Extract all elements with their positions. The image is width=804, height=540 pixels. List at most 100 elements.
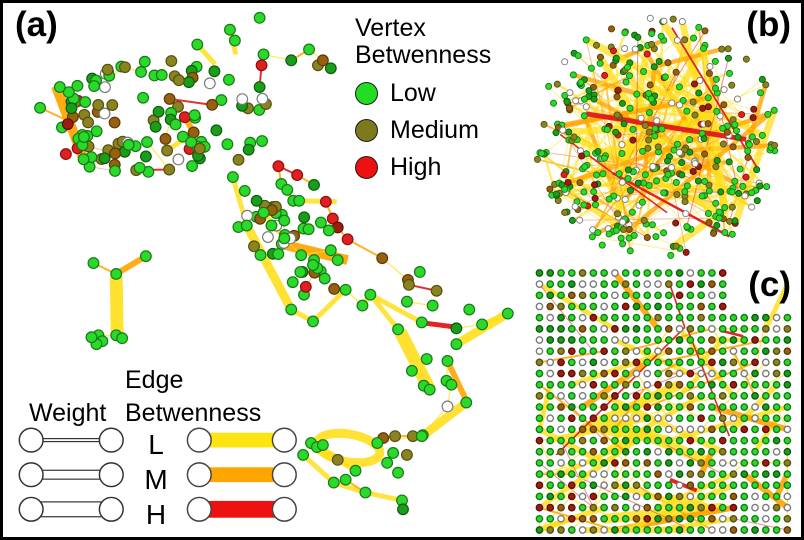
network-node bbox=[654, 324, 662, 333]
network-node bbox=[240, 219, 253, 232]
network-node bbox=[708, 425, 716, 434]
network-node bbox=[546, 313, 555, 322]
network-node bbox=[761, 526, 770, 534]
network-node bbox=[749, 114, 757, 122]
network-node bbox=[592, 41, 601, 49]
network-node bbox=[740, 459, 749, 467]
network-node bbox=[621, 313, 630, 322]
network-edge bbox=[612, 271, 661, 331]
edge-weight-legend-glyphs bbox=[18, 427, 297, 522]
network-node bbox=[546, 336, 555, 344]
network-node bbox=[605, 195, 613, 203]
network-node bbox=[567, 503, 576, 512]
network-node bbox=[701, 177, 709, 185]
network-node bbox=[600, 481, 608, 490]
network-node bbox=[303, 43, 315, 56]
network-node bbox=[600, 470, 608, 478]
network-node bbox=[697, 447, 705, 456]
network-node bbox=[739, 182, 747, 190]
network-node bbox=[729, 447, 738, 456]
network-node bbox=[255, 59, 268, 72]
network-node bbox=[155, 69, 168, 81]
network-node bbox=[697, 414, 705, 423]
network-node bbox=[761, 436, 770, 445]
network-node bbox=[686, 136, 694, 144]
network-node bbox=[578, 347, 587, 356]
edge-betweenness-endpoint-icon bbox=[186, 427, 212, 453]
network-node bbox=[535, 414, 544, 423]
network-node bbox=[632, 324, 641, 333]
network-node bbox=[753, 166, 761, 174]
network-node bbox=[772, 403, 781, 411]
network-node bbox=[715, 214, 723, 222]
network-node bbox=[729, 324, 738, 333]
network-node bbox=[647, 95, 655, 103]
network-node bbox=[664, 369, 673, 378]
network-node bbox=[261, 231, 274, 243]
network-node bbox=[278, 214, 291, 227]
network-node bbox=[654, 514, 662, 523]
network-node bbox=[611, 336, 619, 344]
network-node bbox=[725, 158, 733, 166]
network-node bbox=[729, 392, 738, 400]
network-node bbox=[265, 219, 278, 232]
network-node bbox=[664, 526, 673, 534]
network-node bbox=[654, 313, 662, 322]
network-node bbox=[736, 165, 744, 173]
edge-legend-label-H: H bbox=[145, 499, 167, 530]
network-node bbox=[565, 104, 573, 112]
network-node bbox=[557, 392, 565, 400]
network-node bbox=[705, 187, 713, 195]
network-node bbox=[643, 280, 652, 288]
network-node bbox=[672, 242, 680, 250]
network-node bbox=[643, 447, 652, 456]
network-node bbox=[644, 144, 652, 152]
network-edge bbox=[444, 359, 469, 402]
network-node bbox=[751, 336, 759, 344]
network-node bbox=[783, 336, 792, 344]
network-node bbox=[109, 164, 121, 177]
network-node bbox=[206, 98, 219, 111]
network-node bbox=[751, 347, 759, 356]
network-node bbox=[413, 266, 426, 278]
network-node bbox=[578, 436, 587, 445]
network-node bbox=[621, 380, 630, 389]
network-node bbox=[772, 324, 781, 333]
network-node bbox=[594, 147, 602, 155]
network-node bbox=[359, 486, 372, 499]
network-node bbox=[441, 400, 454, 413]
network-edge bbox=[635, 373, 670, 419]
network-node bbox=[580, 201, 588, 209]
network-node bbox=[611, 526, 619, 534]
network-node bbox=[740, 414, 749, 423]
network-node bbox=[626, 186, 634, 194]
weight-endpoint-icon bbox=[98, 427, 124, 453]
network-node bbox=[460, 396, 473, 409]
network-edge bbox=[635, 37, 639, 171]
network-node bbox=[641, 121, 649, 129]
network-node bbox=[643, 302, 652, 311]
network-node bbox=[681, 198, 689, 206]
network-node bbox=[371, 437, 384, 449]
network-node bbox=[655, 57, 663, 65]
network-node bbox=[77, 131, 90, 143]
network-node bbox=[578, 447, 587, 456]
edge-betweenness-endpoint-icon bbox=[271, 427, 297, 453]
network-node bbox=[578, 358, 587, 367]
network-node bbox=[653, 177, 661, 185]
network-edge bbox=[242, 223, 296, 312]
network-node bbox=[110, 268, 123, 280]
vertex-low-label: Low bbox=[390, 79, 436, 107]
network-node bbox=[748, 133, 756, 141]
network-node bbox=[675, 291, 684, 300]
network-node bbox=[535, 358, 544, 367]
network-node bbox=[590, 188, 598, 196]
network-node bbox=[178, 111, 191, 124]
network-node bbox=[729, 414, 738, 423]
network-node bbox=[621, 29, 629, 37]
network-node bbox=[783, 425, 792, 434]
network-node bbox=[718, 269, 727, 277]
network-node bbox=[696, 77, 704, 85]
network-node bbox=[546, 324, 555, 333]
network-node bbox=[589, 291, 598, 300]
